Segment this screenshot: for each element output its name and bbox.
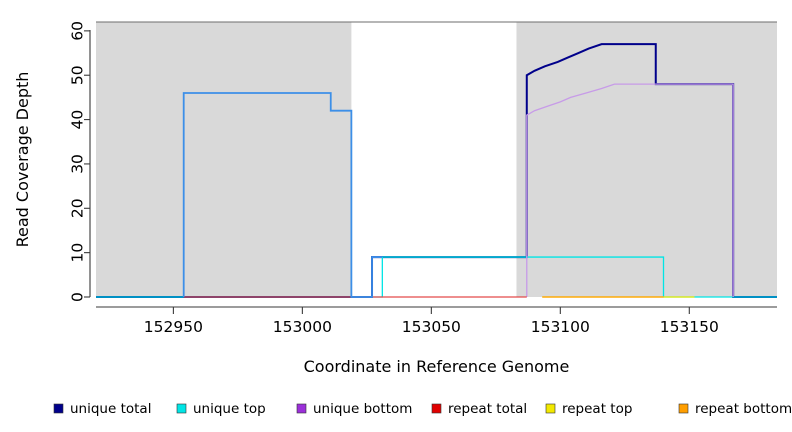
x-tick-label-152950: 152950 [144,318,203,336]
x-axis-title: Coordinate in Reference Genome [304,357,570,376]
y-tick-label-40: 40 [69,110,87,130]
x-tick-label-153000: 153000 [273,318,332,336]
x-tick-label-153100: 153100 [531,318,590,336]
shaded-region-repeat-region-left [96,22,352,297]
legend-label-unique-bottom: unique bottom [313,401,412,417]
y-tick-label-20: 20 [69,198,87,218]
legend-swatch-unique-bottom [296,403,307,414]
series-unique-bottom [526,83,734,297]
chart-legend: unique total unique top unique bottom repea… [53,401,792,417]
legend-label-unique-total: unique total [70,401,151,417]
x-tick-label-153150: 153150 [660,318,719,336]
legend-swatch-unique-total [53,403,64,414]
legend-swatch-repeat-total [431,403,442,414]
y-axis-title: Read Coverage Depth [13,72,32,248]
legend-label-repeat-bottom: repeat bottom [695,401,792,417]
legend-swatch-unique-top [176,403,187,414]
series-group [96,43,777,298]
x-tick-label-153050: 153050 [402,318,461,336]
legend-label-repeat-total: repeat total [448,401,527,417]
series-unique-total-light [182,92,383,298]
y-tick-label-0: 0 [69,292,87,302]
y-tick-label-10: 10 [69,243,87,263]
y-tick-label-30: 30 [69,154,87,174]
y-tick-label-50: 50 [69,65,87,85]
legend-label-repeat-top: repeat top [562,401,632,417]
legend-swatch-repeat-top [545,403,556,414]
legend-label-unique-top: unique top [193,401,266,417]
axes-group: 0 10 20 30 40 50 60 152950 153000 153050 153100 153… [13,21,777,376]
y-tick-label-60: 60 [69,21,87,41]
legend-swatch-repeat-bottom [678,403,689,414]
